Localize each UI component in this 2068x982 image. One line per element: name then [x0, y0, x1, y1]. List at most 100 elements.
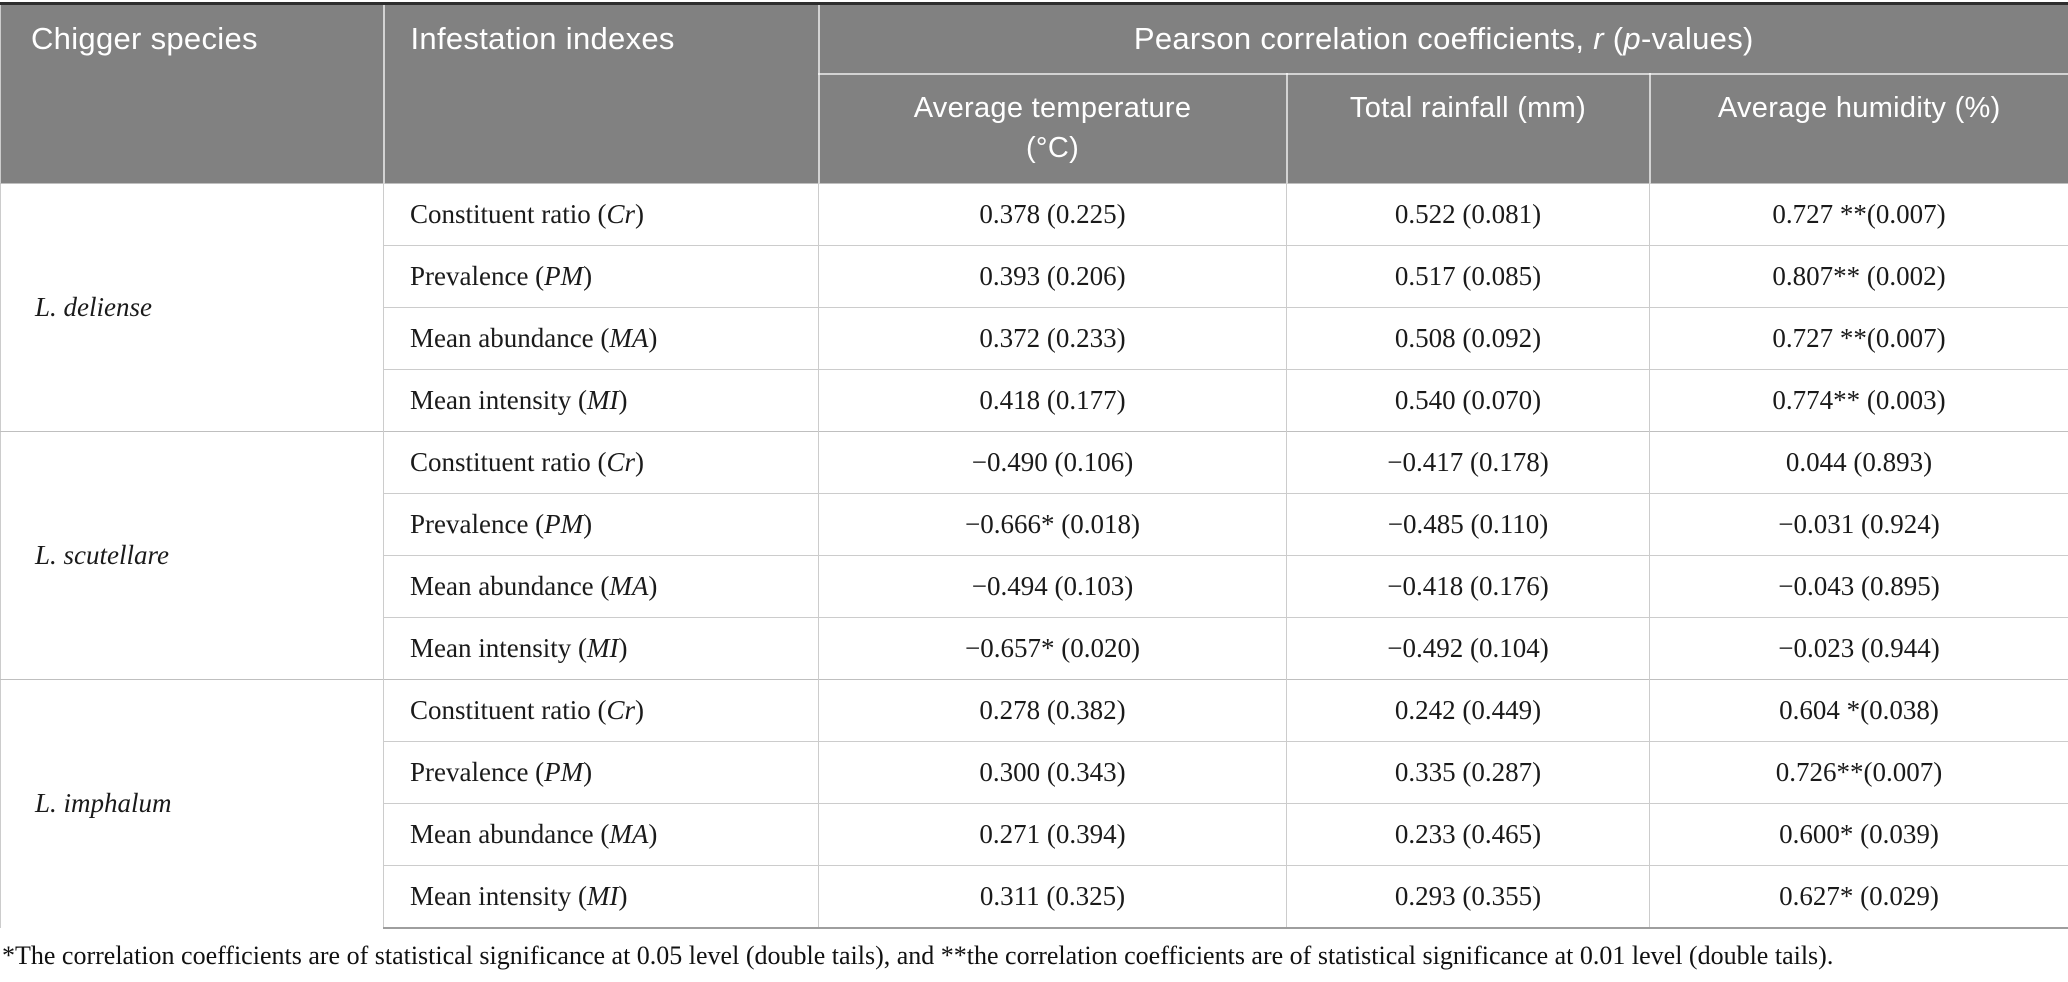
index-label-suffix: )	[583, 261, 593, 291]
table-row: Mean intensity (MI) −0.657* (0.020) −0.4…	[1, 617, 2068, 680]
index-label: Mean intensity (	[410, 385, 587, 415]
pearson-p-symbol: p	[1623, 20, 1641, 56]
column-header-chigger-species: Chigger species	[0, 3, 384, 184]
index-abbr: MA	[609, 819, 649, 849]
table-row: L. imphalum Constituent ratio (Cr) 0.278…	[0, 679, 2068, 928]
index-label-suffix: )	[648, 571, 658, 601]
index-abbr: Cr	[606, 695, 636, 725]
pearson-label-suffix: -values)	[1640, 20, 1754, 56]
temperature-value-cell: −0.494 (0.103)	[818, 555, 1287, 618]
index-cell: Prevalence (PM)	[383, 493, 819, 556]
table-row: Mean abundance (MA) −0.494 (0.103) −0.41…	[1, 555, 2068, 618]
index-abbr: MI	[586, 385, 619, 415]
index-label: Constituent ratio (	[410, 695, 607, 725]
index-label: Constituent ratio (	[410, 447, 607, 477]
temperature-value-cell: 0.418 (0.177)	[818, 369, 1287, 432]
index-label: Prevalence (	[410, 261, 545, 291]
column-header-total-rainfall: Total rainfall (mm)	[1285, 73, 1650, 184]
index-abbr: PM	[544, 757, 584, 787]
table-body: L. deliense Constituent ratio (Cr) 0.378…	[0, 183, 2068, 929]
index-abbr: MI	[586, 633, 619, 663]
temperature-value-cell: −0.490 (0.106)	[818, 431, 1287, 494]
index-abbr: PM	[544, 261, 584, 291]
rainfall-value-cell: −0.418 (0.176)	[1286, 555, 1650, 618]
index-cell: Mean intensity (MI)	[383, 865, 819, 929]
temperature-header-line1: Average temperature	[913, 91, 1192, 124]
temperature-value-cell: 0.300 (0.343)	[818, 741, 1287, 804]
humidity-value-cell: −0.043 (0.895)	[1649, 555, 2068, 618]
humidity-value-cell: 0.627* (0.029)	[1649, 865, 2068, 929]
humidity-value-cell: 0.774** (0.003)	[1649, 369, 2068, 432]
humidity-value-cell: 0.044 (0.893)	[1649, 431, 2068, 494]
species-cell: L. scutellare	[0, 431, 384, 680]
index-cell: Mean abundance (MA)	[383, 555, 819, 618]
table-header: Chigger species Infestation indexes Pear…	[0, 3, 2068, 184]
humidity-value-cell: 0.807** (0.002)	[1649, 245, 2068, 308]
table-row: Mean abundance (MA) 0.372 (0.233) 0.508 …	[1, 307, 2068, 370]
header-row-2: Average temperature (°C) Total rainfall (…	[1, 73, 2068, 184]
index-label-suffix: )	[635, 695, 645, 725]
index-label: Mean abundance (	[410, 819, 610, 849]
rainfall-value-cell: 0.540 (0.070)	[1286, 369, 1650, 432]
index-cell: Prevalence (PM)	[383, 245, 819, 308]
rainfall-value-cell: −0.417 (0.178)	[1286, 431, 1650, 494]
table-row: Prevalence (PM) −0.666* (0.018) −0.485 (…	[1, 493, 2068, 556]
index-cell: Constituent ratio (Cr)	[383, 679, 819, 742]
index-label-suffix: )	[618, 880, 628, 911]
index-abbr: MA	[609, 323, 649, 353]
table-row: L. deliense Constituent ratio (Cr) 0.378…	[0, 183, 2068, 432]
index-cell: Mean abundance (MA)	[383, 307, 819, 370]
rainfall-value-cell: 0.233 (0.465)	[1286, 803, 1650, 866]
index-label-suffix: )	[583, 757, 593, 787]
humidity-value-cell: −0.023 (0.944)	[1649, 617, 2068, 680]
index-abbr: MA	[609, 571, 649, 601]
humidity-value-cell: 0.727 **(0.007)	[1649, 307, 2068, 370]
column-header-average-temperature: Average temperature (°C)	[817, 73, 1287, 184]
index-cell: Mean intensity (MI)	[383, 617, 819, 680]
index-label: Mean abundance (	[410, 323, 610, 353]
index-label: Constituent ratio (	[410, 199, 607, 229]
humidity-value-cell: 0.604 *(0.038)	[1649, 679, 2068, 742]
index-cell: Prevalence (PM)	[383, 741, 819, 804]
index-label-suffix: )	[618, 385, 628, 415]
rainfall-value-cell: 0.517 (0.085)	[1286, 245, 1650, 308]
column-header-average-humidity: Average humidity (%)	[1648, 73, 2068, 184]
table-footnote: *The correlation coefficients are of sta…	[2, 940, 1834, 970]
index-abbr: Cr	[606, 447, 636, 477]
temperature-value-cell: 0.378 (0.225)	[818, 183, 1287, 246]
rainfall-value-cell: 0.335 (0.287)	[1286, 741, 1650, 804]
index-abbr: Cr	[606, 199, 636, 229]
column-header-pearson: Pearson correlation coefficients, r (p-v…	[817, 3, 2068, 75]
index-label: Prevalence (	[410, 757, 545, 787]
column-header-infestation-indexes: Infestation indexes	[382, 3, 819, 184]
index-label: Prevalence (	[410, 509, 545, 539]
table-row: Prevalence (PM) 0.393 (0.206) 0.517 (0.0…	[1, 245, 2068, 308]
humidity-value-cell: −0.031 (0.924)	[1649, 493, 2068, 556]
table-row: L. scutellare Constituent ratio (Cr) −0.…	[0, 431, 2068, 680]
table-row: Prevalence (PM) 0.300 (0.343) 0.335 (0.2…	[1, 741, 2068, 804]
species-cell: L. deliense	[0, 183, 384, 432]
index-label-suffix: )	[635, 447, 645, 477]
index-label: Mean intensity (	[410, 880, 587, 911]
pearson-r-symbol: r	[1593, 20, 1604, 56]
species-cell: L. imphalum	[0, 679, 384, 928]
index-cell: Mean abundance (MA)	[383, 803, 819, 866]
index-label-suffix: )	[648, 323, 658, 353]
temperature-value-cell: 0.311 (0.325)	[818, 865, 1287, 929]
table-row: Mean intensity (MI) 0.311 (0.325) 0.293 …	[1, 865, 2068, 929]
rainfall-value-cell: 0.522 (0.081)	[1286, 183, 1650, 246]
humidity-value-cell: 0.726**(0.007)	[1649, 741, 2068, 804]
index-abbr: PM	[544, 509, 584, 539]
index-label-suffix: )	[648, 819, 658, 849]
index-label: Mean abundance (	[410, 571, 610, 601]
rainfall-value-cell: 0.293 (0.355)	[1286, 865, 1650, 929]
table-row: Mean abundance (MA) 0.271 (0.394) 0.233 …	[1, 803, 2068, 866]
index-abbr: MI	[586, 880, 619, 911]
index-label: Mean intensity (	[410, 633, 587, 663]
pearson-label-mid: (	[1603, 20, 1624, 56]
temperature-header-line2: (°C)	[1025, 132, 1080, 165]
temperature-value-cell: −0.657* (0.020)	[818, 617, 1287, 680]
index-label-suffix: )	[583, 509, 593, 539]
header-row-1: Chigger species Infestation indexes Pear…	[0, 3, 2068, 184]
